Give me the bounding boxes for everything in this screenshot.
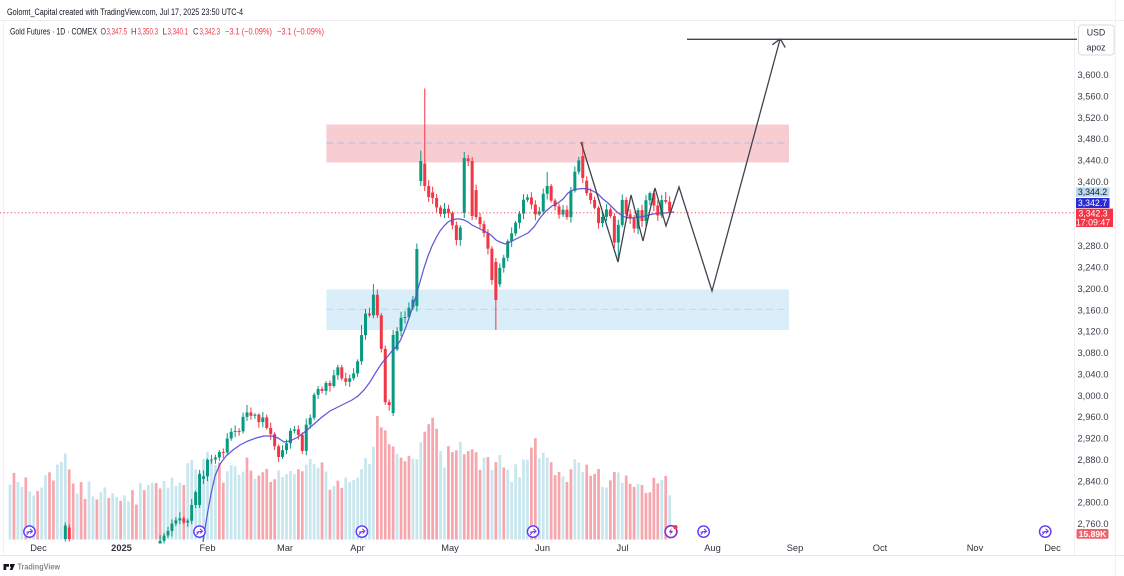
- svg-text:Dec: Dec: [1044, 543, 1061, 553]
- svg-text:2,800.0: 2,800.0: [1077, 498, 1108, 508]
- svg-text:3,400.0: 3,400.0: [1077, 177, 1108, 187]
- svg-text:3,340.1: 3,340.1: [168, 26, 189, 36]
- svg-text:3,600.0: 3,600.0: [1077, 70, 1108, 80]
- svg-text:15.89K: 15.89K: [1079, 529, 1108, 539]
- svg-text:3,342.3: 3,342.3: [200, 26, 221, 36]
- svg-text:3,080.0: 3,080.0: [1077, 348, 1108, 358]
- svg-text:3,560.0: 3,560.0: [1077, 92, 1108, 102]
- svg-text:17:09:47: 17:09:47: [1076, 218, 1110, 228]
- svg-text:Aug: Aug: [704, 543, 721, 553]
- svg-text:3,344.2: 3,344.2: [1078, 187, 1107, 197]
- svg-text:3,342.7: 3,342.7: [1078, 198, 1107, 208]
- svg-text:−3.1 (−0.09%): −3.1 (−0.09%): [225, 26, 272, 36]
- svg-text:Oct: Oct: [873, 543, 888, 553]
- svg-text:3,520.0: 3,520.0: [1077, 113, 1108, 123]
- svg-text:H: H: [131, 26, 137, 36]
- svg-text:3,000.0: 3,000.0: [1077, 391, 1108, 401]
- svg-text:Jul: Jul: [617, 543, 629, 553]
- svg-text:Gold Futures · 1D · COMEX: Gold Futures · 1D · COMEX: [10, 26, 97, 36]
- svg-text:2,960.0: 2,960.0: [1077, 412, 1108, 422]
- svg-text:apoz: apoz: [1086, 43, 1105, 53]
- svg-text:3,280.0: 3,280.0: [1077, 241, 1108, 251]
- svg-text:Sep: Sep: [787, 543, 804, 553]
- svg-text:3,240.0: 3,240.0: [1077, 263, 1108, 273]
- svg-text:Golomt_Capital created with Tr: Golomt_Capital created with TradingView.…: [7, 7, 243, 17]
- svg-text:USD: USD: [1087, 28, 1106, 38]
- svg-text:2,840.0: 2,840.0: [1077, 476, 1108, 486]
- svg-text:2,760.0: 2,760.0: [1077, 519, 1108, 529]
- svg-text:3,040.0: 3,040.0: [1077, 369, 1108, 379]
- svg-text:2,880.0: 2,880.0: [1077, 455, 1108, 465]
- svg-text:C: C: [193, 26, 199, 36]
- svg-text:TradingView: TradingView: [18, 562, 61, 572]
- svg-text:Apr: Apr: [350, 543, 364, 553]
- svg-text:3,440.0: 3,440.0: [1077, 156, 1108, 166]
- svg-text:L: L: [163, 26, 168, 36]
- svg-text:−3.1 (−0.09%): −3.1 (−0.09%): [277, 26, 324, 36]
- svg-text:Feb: Feb: [199, 543, 215, 553]
- svg-text:May: May: [441, 543, 459, 553]
- svg-text:3,347.5: 3,347.5: [107, 26, 128, 36]
- svg-text:3,160.0: 3,160.0: [1077, 305, 1108, 315]
- svg-text:2,920.0: 2,920.0: [1077, 434, 1108, 444]
- svg-text:3,480.0: 3,480.0: [1077, 134, 1108, 144]
- svg-text:Jun: Jun: [535, 543, 550, 553]
- svg-text:Nov: Nov: [967, 543, 984, 553]
- svg-text:2025: 2025: [111, 543, 132, 553]
- svg-text:Mar: Mar: [277, 543, 293, 553]
- svg-text:3,342.3: 3,342.3: [1078, 209, 1107, 219]
- svg-text:3,120.0: 3,120.0: [1077, 327, 1108, 337]
- svg-text:Dec: Dec: [30, 543, 47, 553]
- svg-text:3,350.3: 3,350.3: [138, 26, 159, 36]
- svg-text:3,200.0: 3,200.0: [1077, 284, 1108, 294]
- svg-text:O: O: [101, 26, 107, 36]
